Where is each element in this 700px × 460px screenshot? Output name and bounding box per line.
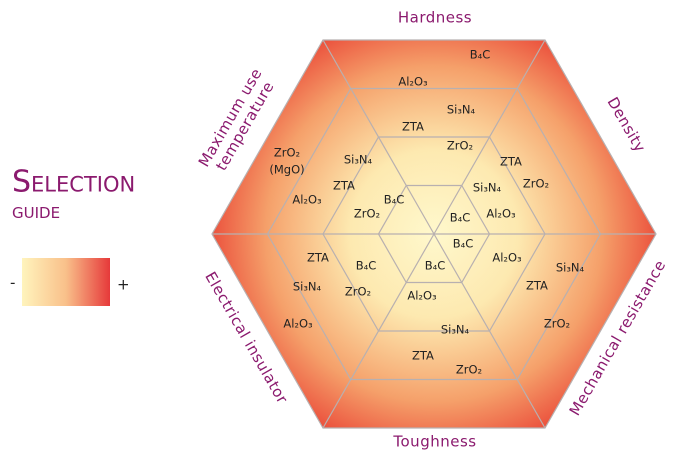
material-label: Al₂O₃ (398, 75, 428, 89)
material-label: Si₃N₄ (447, 103, 476, 117)
material-label: Si₃N₄ (556, 261, 585, 275)
material-label: Al₂O₃ (492, 251, 522, 265)
legend-gradient (22, 258, 110, 306)
material-label: ZrO₂ (456, 363, 482, 377)
material-label: B₄C (470, 48, 491, 62)
material-label: Al₂O₃ (486, 207, 516, 221)
axis-label: Toughness (392, 433, 476, 451)
hexagon (211, 39, 657, 429)
title-line: guide (12, 199, 60, 224)
material-label: Si₃N₄ (473, 181, 502, 195)
hexagon-outline (211, 39, 657, 429)
spoke (433, 39, 546, 235)
material-label: ZTA (500, 155, 522, 169)
title-line: Selection (12, 165, 135, 200)
spoke (322, 39, 435, 235)
axis-label: Density (604, 94, 650, 155)
material-label: ZTA (412, 349, 434, 363)
material-label: ZTA (526, 279, 548, 293)
material-label: ZrO₂ (345, 285, 371, 299)
material-label: B₄C (425, 259, 446, 273)
material-note: (MgO) (269, 163, 304, 177)
material-label: ZrO₂ (523, 177, 549, 191)
spoke (322, 233, 435, 429)
material-label: B₄C (453, 237, 474, 251)
material-label: ZrO₂ (274, 146, 300, 160)
material-label: ZTA (333, 179, 355, 193)
material-label: Si₃N₄ (344, 153, 373, 167)
material-label: B₄C (356, 259, 377, 273)
material-label: B₄C (450, 211, 471, 225)
material-label: B₄C (384, 193, 405, 207)
material-label: Al₂O₃ (407, 289, 437, 303)
material-label: ZrO₂ (447, 139, 473, 153)
material-label: Si₃N₄ (293, 280, 322, 294)
legend-low: - (10, 274, 15, 292)
material-label: Al₂O₃ (292, 193, 322, 207)
legend-high: + (117, 276, 130, 294)
material-label: ZrO₂ (354, 207, 380, 221)
material-label: Si₃N₄ (441, 323, 470, 337)
material-label: Al₂O₃ (283, 317, 313, 331)
material-label: ZTA (402, 120, 424, 134)
spoke (433, 233, 546, 429)
material-label: ZTA (307, 251, 329, 265)
axis-label: Hardness (398, 9, 472, 27)
material-label: ZrO₂ (544, 317, 570, 331)
